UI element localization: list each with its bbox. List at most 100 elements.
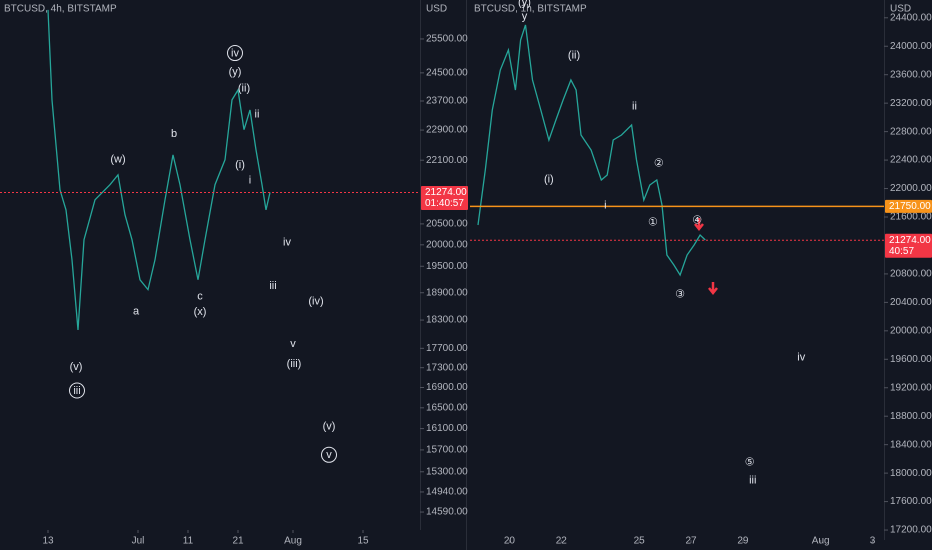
wave-label: ② xyxy=(654,157,664,169)
wave-label: iv xyxy=(231,47,239,59)
y-tick-label: 21600.00 xyxy=(890,212,932,223)
x-tick-label: 3 xyxy=(870,536,876,547)
wave-label: v xyxy=(326,449,332,461)
wave-label: ii xyxy=(632,100,637,112)
wave-label: (v) xyxy=(70,361,83,373)
arrow xyxy=(694,218,704,232)
y-tick-label: 20800.00 xyxy=(890,269,932,280)
currency: USD xyxy=(890,4,911,15)
wave-label: y xyxy=(522,10,528,22)
y-tick-label: 22800.00 xyxy=(890,126,932,137)
x-tick-label: 11 xyxy=(183,536,194,547)
chart-title: BTCUSD, 1h, BITSTAMP xyxy=(474,4,587,15)
y-tick-label: 24000.00 xyxy=(890,41,932,52)
y-tick-label: 25500.00 xyxy=(426,34,468,45)
price-label: 21274.00 xyxy=(889,235,931,246)
countdown: 01:40:57 xyxy=(425,198,464,209)
wave-label: b xyxy=(171,128,177,140)
wave-label: (x) xyxy=(194,306,207,318)
y-tick-label: 17300.00 xyxy=(426,362,468,373)
wave-label: ④ xyxy=(692,214,702,226)
y-tick-label: 16100.00 xyxy=(426,423,468,434)
x-tick-label: Aug xyxy=(284,536,302,547)
wave-label: (w) xyxy=(110,153,125,165)
y-tick-label: 18800.00 xyxy=(890,411,932,422)
x-tick-label: 13 xyxy=(42,536,54,547)
wave-label: iii xyxy=(73,385,80,397)
y-tick-label: 19500.00 xyxy=(426,261,468,272)
wave-label: i xyxy=(604,199,606,211)
x-tick-label: 29 xyxy=(737,536,749,547)
y-tick-label: 16500.00 xyxy=(426,402,468,413)
y-tick-label: 14940.00 xyxy=(426,487,468,498)
wave-circle xyxy=(69,382,85,399)
y-tick-label: 20400.00 xyxy=(890,297,932,308)
x-tick-label: 15 xyxy=(357,536,369,547)
wave-label: (y) xyxy=(518,0,531,8)
wave-label: (iii) xyxy=(287,358,302,370)
wave-label: ③ xyxy=(675,288,685,300)
wave-label: (iv) xyxy=(308,295,323,307)
x-tick-label: 21 xyxy=(232,536,244,547)
x-tick-label: 20 xyxy=(504,536,516,547)
wave-circle xyxy=(321,446,337,463)
x-tick-label: Aug xyxy=(812,536,830,547)
y-tick-label: 14590.00 xyxy=(426,507,468,518)
x-tick-label: 27 xyxy=(685,536,697,547)
y-tick-label: 16900.00 xyxy=(426,382,468,393)
price-line xyxy=(477,24,706,277)
y-tick-label: 24500.00 xyxy=(426,67,468,78)
countdown: 40:57 xyxy=(889,246,914,257)
wave-label: c xyxy=(197,290,203,302)
y-tick-label: 17200.00 xyxy=(890,525,932,536)
y-tick-label: 23200.00 xyxy=(890,98,932,109)
y-tick-label: 23600.00 xyxy=(890,69,932,80)
wave-label: v xyxy=(290,338,296,350)
y-tick-label: 20000.00 xyxy=(426,239,468,250)
wave-label: ⑤ xyxy=(745,456,755,468)
y-tick-label: 22900.00 xyxy=(426,125,468,136)
price-line xyxy=(47,9,271,330)
wave-label: iii xyxy=(749,474,756,486)
x-tick-label: 22 xyxy=(556,536,568,547)
y-tick-label: 17700.00 xyxy=(426,343,468,354)
y-tick-label: 20000.00 xyxy=(890,325,932,336)
wave-label: iv xyxy=(283,236,291,248)
wave-label: ① xyxy=(648,216,658,228)
x-tick-label: 25 xyxy=(634,536,646,547)
chart-title: BTCUSD, 4h, BITSTAMP xyxy=(4,4,117,15)
y-tick-label: 19600.00 xyxy=(890,354,932,365)
y-tick-label: 23700.00 xyxy=(426,96,468,107)
wave-label: (i) xyxy=(235,159,245,171)
y-tick-label: 19200.00 xyxy=(890,382,932,393)
y-tick-label: 18900.00 xyxy=(426,287,468,298)
wave-label: (ii) xyxy=(238,82,250,94)
wave-label: (ii) xyxy=(568,49,580,61)
x-tick-label: Jul xyxy=(132,536,145,547)
y-tick-label: 15300.00 xyxy=(426,466,468,477)
wave-label: (i) xyxy=(544,173,554,185)
y-tick-label: 22100.00 xyxy=(426,155,468,166)
wave-label: (y) xyxy=(229,66,242,78)
wave-label: iii xyxy=(269,280,276,292)
price-label-bg xyxy=(885,199,932,213)
currency: USD xyxy=(426,4,447,15)
y-tick-label: 17600.00 xyxy=(890,496,932,507)
y-tick-label: 22000.00 xyxy=(890,183,932,194)
wave-label: (v) xyxy=(323,420,336,432)
wave-label: ii xyxy=(255,108,260,120)
y-tick-label: 15700.00 xyxy=(426,445,468,456)
y-tick-label: 24400.00 xyxy=(890,12,932,23)
wave-circle xyxy=(227,45,243,62)
price-label: 21274.00 xyxy=(425,187,467,198)
price-label-bg xyxy=(885,233,932,258)
y-tick-label: 18300.00 xyxy=(426,315,468,326)
y-tick-label: 18000.00 xyxy=(890,468,932,479)
wave-label: a xyxy=(133,305,140,317)
price-label: 21750.00 xyxy=(889,201,931,212)
wave-label: i xyxy=(249,174,251,186)
y-tick-label: 22400.00 xyxy=(890,155,932,166)
wave-label: iv xyxy=(797,351,805,363)
